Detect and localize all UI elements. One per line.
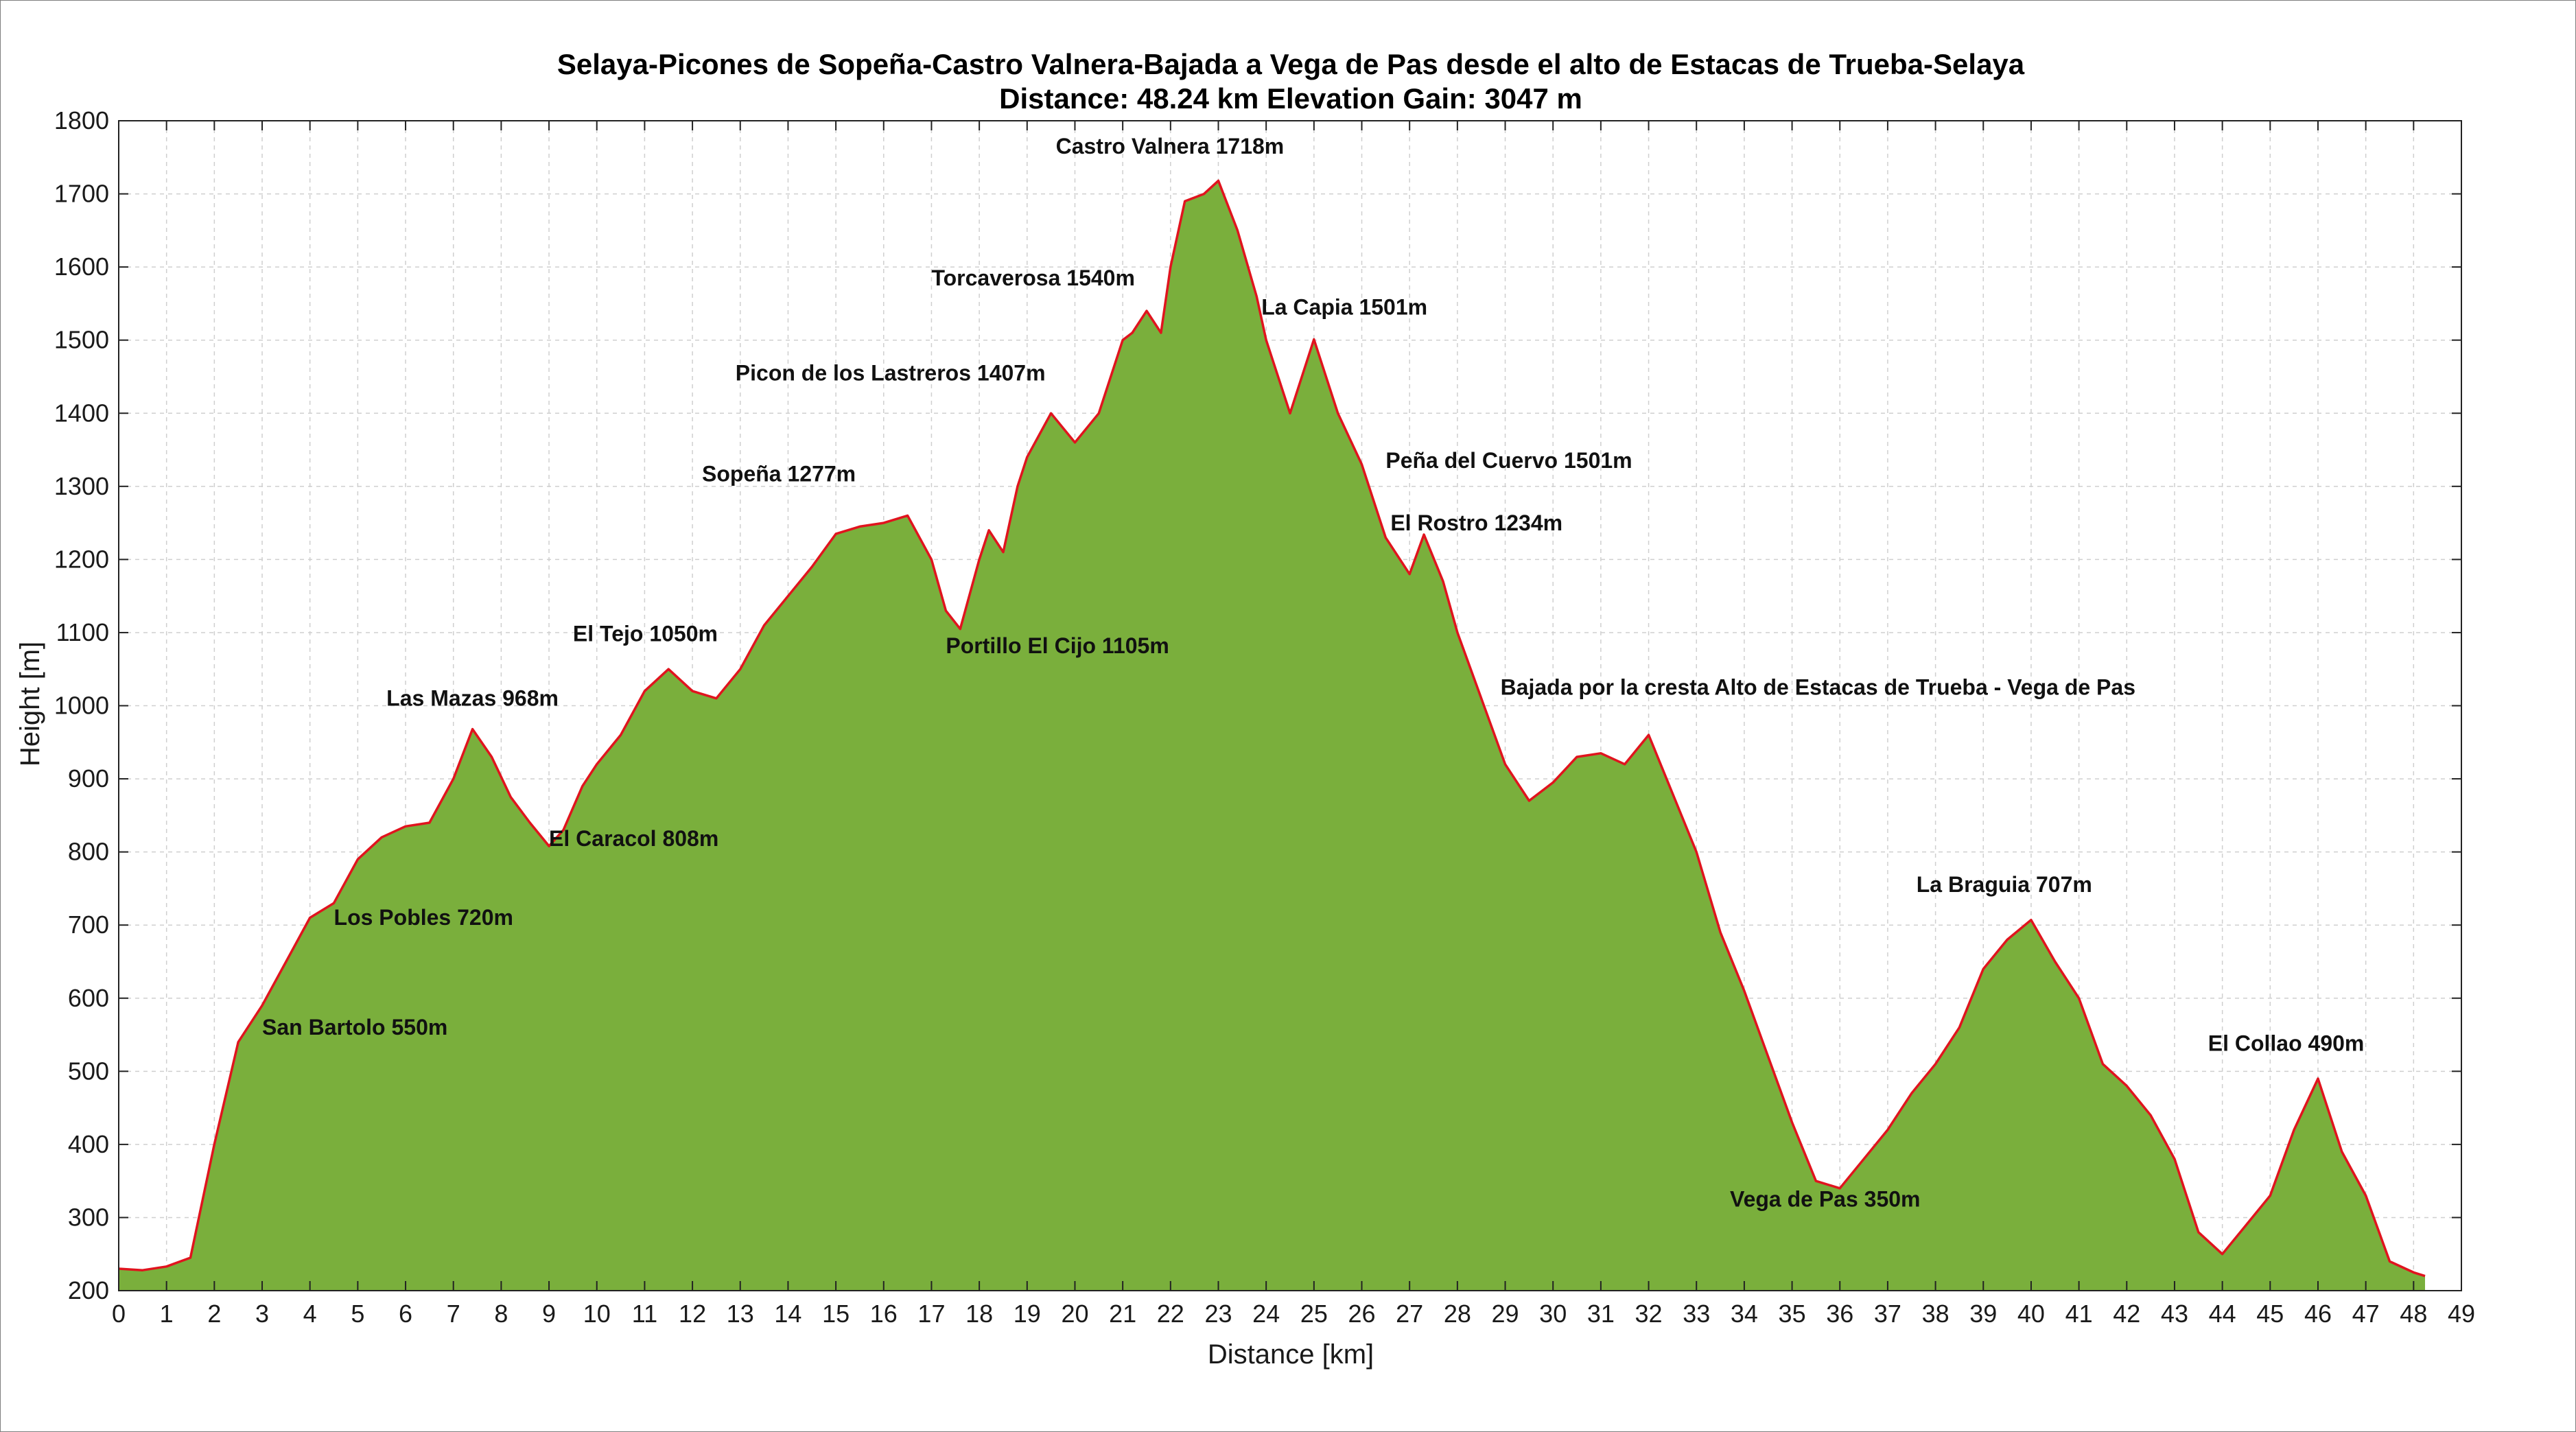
peak-annotation: La Capia 1501m (1261, 294, 1427, 319)
peak-annotation: Torcaverosa 1540m (931, 266, 1134, 290)
x-tick-label: 39 (1969, 1300, 1997, 1328)
x-tick-label: 46 (2304, 1300, 2332, 1328)
peak-annotation: Picon de los Lastreros 1407m (736, 360, 1046, 385)
x-tick-label: 8 (494, 1300, 508, 1328)
y-tick-label: 1500 (54, 326, 109, 354)
peak-annotation: El Tejo 1050m (573, 622, 718, 646)
x-tick-label: 36 (1826, 1300, 1853, 1328)
x-tick-label: 18 (965, 1300, 993, 1328)
peak-annotation: San Bartolo 550m (262, 1015, 447, 1040)
y-tick-label: 900 (68, 764, 109, 793)
y-tick-label: 1400 (54, 399, 109, 427)
y-tick-label: 1200 (54, 545, 109, 573)
x-tick-label: 43 (2161, 1300, 2188, 1328)
x-tick-label: 25 (1300, 1300, 1328, 1328)
x-tick-label: 5 (351, 1300, 364, 1328)
x-tick-label: 37 (1874, 1300, 1901, 1328)
x-tick-label: 20 (1061, 1300, 1088, 1328)
x-tick-label: 4 (303, 1300, 317, 1328)
x-tick-label: 48 (2400, 1300, 2427, 1328)
peak-annotation: El Caracol 808m (549, 826, 718, 851)
x-tick-label: 24 (1252, 1300, 1280, 1328)
y-tick-label: 1000 (54, 692, 109, 720)
y-tick-label: 1100 (56, 618, 109, 646)
peak-annotation: Portillo El Cijo 1105m (946, 633, 1169, 658)
elevation-line (118, 179, 2426, 1278)
x-tick-label: 40 (2017, 1300, 2045, 1328)
x-tick-label: 28 (1444, 1300, 1471, 1328)
x-tick-label: 45 (2256, 1300, 2284, 1328)
x-tick-label: 41 (2065, 1300, 2093, 1328)
peak-annotation: Las Mazas 968m (386, 686, 559, 711)
peak-annotation: El Collao 490m (2208, 1031, 2365, 1055)
x-tick-label: 27 (1396, 1300, 1423, 1328)
y-tick-label: 1800 (54, 106, 109, 134)
peak-annotation: Vega de Pas 350m (1730, 1186, 1921, 1211)
chart-subtitle: Distance: 48.24 km Elevation Gain: 3047 … (999, 82, 1582, 115)
x-tick-label: 23 (1204, 1300, 1232, 1328)
x-tick-label: 35 (1779, 1300, 1806, 1328)
x-tick-label: 2 (207, 1300, 221, 1328)
x-tick-label: 17 (917, 1300, 945, 1328)
x-tick-label: 16 (870, 1300, 898, 1328)
x-tick-label: 31 (1587, 1300, 1615, 1328)
elevation-area (119, 180, 2425, 1291)
x-tick-label: 49 (2448, 1300, 2475, 1328)
x-tick-label: 7 (447, 1300, 460, 1328)
x-tick-label: 10 (583, 1300, 611, 1328)
x-tick-label: 33 (1683, 1300, 1710, 1328)
x-tick-label: 3 (255, 1300, 269, 1328)
x-tick-label: 13 (727, 1300, 754, 1328)
x-tick-label: 26 (1348, 1300, 1375, 1328)
peak-annotation: La Braguia 707m (1917, 872, 2092, 897)
elevation-series (118, 179, 2426, 1291)
peak-annotation: Bajada por la cresta Alto de Estacas de … (1501, 675, 2135, 700)
x-tick-label: 12 (679, 1300, 706, 1328)
y-tick-label: 800 (68, 838, 109, 866)
x-tick-label: 14 (774, 1300, 801, 1328)
y-tick-label: 300 (68, 1203, 109, 1231)
peak-annotation: Sopeña 1277m (702, 461, 856, 486)
y-tick-label: 400 (68, 1130, 109, 1158)
x-tick-label: 15 (822, 1300, 850, 1328)
y-tick-label: 700 (68, 911, 109, 939)
x-tick-label: 9 (542, 1300, 556, 1328)
peak-annotation: Los Pobles 720m (334, 905, 513, 930)
x-tick-label: 29 (1492, 1300, 1519, 1328)
peak-annotation: Castro Valnera 1718m (1056, 134, 1285, 159)
x-tick-label: 34 (1731, 1300, 1758, 1328)
y-tick-label: 1600 (54, 253, 109, 281)
x-axis-label: Distance [km] (1208, 1339, 1374, 1370)
x-tick-label: 19 (1014, 1300, 1041, 1328)
y-tick-label: 600 (68, 984, 109, 1012)
x-tick-label: 47 (2352, 1300, 2380, 1328)
x-tick-label: 0 (112, 1300, 126, 1328)
y-tick-label: 1700 (54, 180, 109, 208)
peak-annotation: El Rostro 1234m (1390, 510, 1562, 535)
annotations: San Bartolo 550m Los Pobles 720m Las Mazas… (262, 134, 2364, 1212)
axis-ticks: 0 1 2 3 4 5 6 7 8 9 10 11 12 13 14 15 16 17 18 19 20 21 22 23 24… (54, 106, 2475, 1328)
x-tick-label: 42 (2113, 1300, 2140, 1328)
x-tick-label: 38 (1922, 1300, 1949, 1328)
x-tick-label: 22 (1157, 1300, 1184, 1328)
chart-title: Selaya-Picones de Sopeña-Castro Valnera-… (557, 48, 2025, 80)
x-tick-label: 21 (1109, 1300, 1136, 1328)
y-tick-label: 200 (68, 1276, 109, 1304)
peak-annotation: Peña del Cuervo 1501m (1385, 448, 1632, 473)
x-tick-label: 30 (1539, 1300, 1567, 1328)
y-tick-label: 1300 (54, 472, 109, 500)
x-tick-label: 11 (632, 1300, 657, 1328)
y-tick-label: 500 (68, 1057, 109, 1085)
x-tick-label: 32 (1635, 1300, 1663, 1328)
y-axis-label: Height [m] (15, 642, 45, 766)
x-tick-label: 6 (399, 1300, 412, 1328)
x-tick-label: 44 (2209, 1300, 2236, 1328)
x-tick-label: 1 (160, 1300, 174, 1328)
